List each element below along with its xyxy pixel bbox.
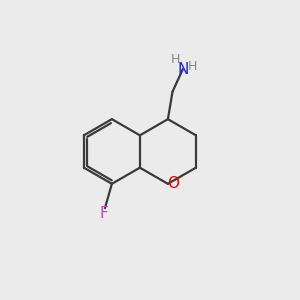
Text: F: F	[99, 206, 108, 221]
Text: O: O	[167, 176, 179, 191]
Text: H: H	[171, 53, 180, 66]
Text: H: H	[188, 60, 197, 73]
Text: N: N	[177, 61, 189, 76]
